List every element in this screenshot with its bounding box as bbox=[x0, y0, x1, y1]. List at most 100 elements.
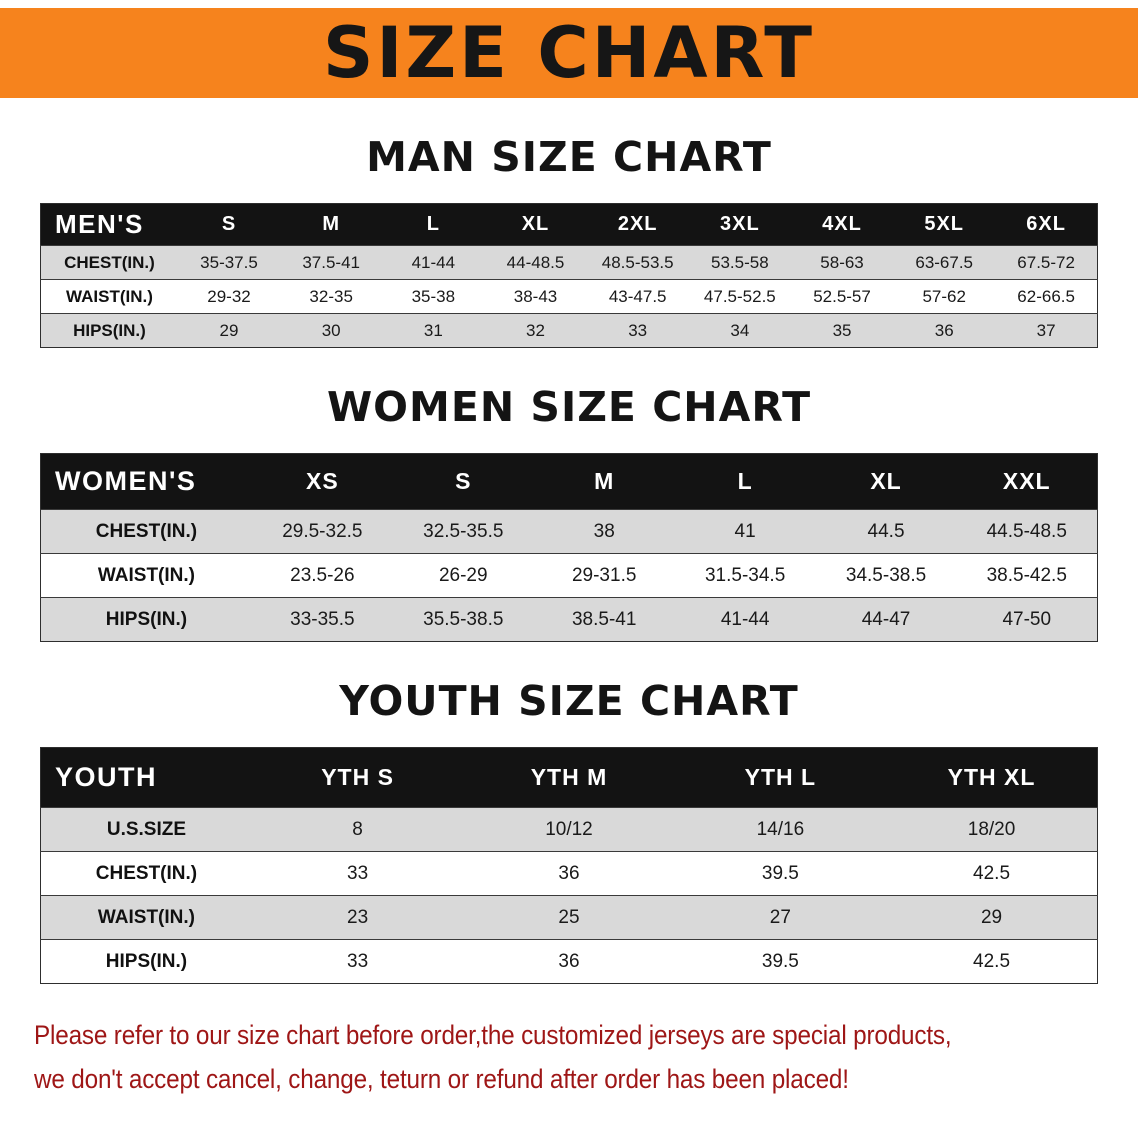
table-cell: 63-67.5 bbox=[915, 252, 974, 272]
column-header: L bbox=[382, 203, 485, 246]
table-cell: 29 bbox=[219, 320, 239, 340]
table-row: HIPS(IN.) 33 36 39.5 42.5 bbox=[40, 939, 1098, 984]
row-label: HIPS(IN.) bbox=[105, 608, 188, 630]
table-cell: 41-44 bbox=[720, 608, 770, 630]
table-cell: 33 bbox=[628, 320, 648, 340]
table-cell: 42.5 bbox=[973, 862, 1011, 884]
column-header: 6XL bbox=[995, 203, 1098, 246]
row-label: CHEST(IN.) bbox=[95, 862, 198, 884]
table-row: WAIST(IN.) 23 25 27 29 bbox=[40, 895, 1098, 940]
table-cell: 29-31.5 bbox=[571, 564, 637, 586]
table-cell: 34 bbox=[730, 320, 750, 340]
youth-size-section: YOUTH SIZE CHART YOUTH YTH S YTH M YTH L YTH… bbox=[0, 677, 1138, 985]
table-cell: 48.5-53.5 bbox=[601, 252, 674, 272]
column-header: M bbox=[280, 203, 383, 246]
table-cell: 62-66.5 bbox=[1017, 286, 1075, 306]
table-cell: 29.5-32.5 bbox=[282, 520, 363, 542]
footer-notice-line2: we don't accept cancel, change, teturn o… bbox=[34, 1063, 849, 1094]
table-cell: 32-35 bbox=[309, 286, 353, 306]
table-cell: 30 bbox=[321, 320, 341, 340]
footer-notice-line1: Please refer to our size chart before or… bbox=[34, 1020, 952, 1051]
table-cell: 67.5-72 bbox=[1017, 252, 1075, 272]
table-cell: 38-43 bbox=[513, 286, 558, 306]
table-row: CHEST(IN.) 33 36 39.5 42.5 bbox=[40, 851, 1098, 896]
table-cell: 44.5-48.5 bbox=[986, 520, 1067, 542]
table-cell: 38.5-41 bbox=[571, 608, 637, 630]
table-cell: 23.5-26 bbox=[290, 564, 355, 586]
table-cell: 32.5-35.5 bbox=[423, 520, 504, 542]
table-cell: 26-29 bbox=[438, 564, 488, 586]
table-cell: 32 bbox=[526, 320, 545, 340]
column-header: L bbox=[674, 453, 816, 510]
table-header-row: YOUTH YTH S YTH M YTH L YTH XL bbox=[40, 747, 1098, 808]
table-row: CHEST(IN.) 35-37.5 37.5-41 41-44 44-48.5 48.5… bbox=[40, 245, 1098, 280]
table-cell: 14/16 bbox=[756, 818, 805, 840]
table-header-row: MEN'S S M L XL 2XL 3XL 4XL 5XL 6XL bbox=[40, 203, 1098, 246]
column-header: 2XL bbox=[586, 203, 689, 246]
row-label: WAIST(IN.) bbox=[66, 286, 153, 306]
table-cell: 35-38 bbox=[411, 286, 456, 306]
table-cell: 44-47 bbox=[861, 608, 911, 630]
table-title-cell: MEN'S bbox=[40, 203, 178, 246]
youth-section-heading: YOUTH SIZE CHART bbox=[339, 677, 799, 726]
men-size-section: MAN SIZE CHART MEN'S S M L XL 2XL 3XL 4XL 5XL 6XL… bbox=[0, 133, 1138, 349]
column-header: XS bbox=[251, 453, 393, 510]
row-label: WAIST(IN.) bbox=[97, 906, 195, 928]
row-label: HIPS(IN.) bbox=[105, 950, 188, 972]
size-chart-banner: SIZE CHART bbox=[0, 8, 1138, 98]
column-header: XL bbox=[815, 453, 957, 510]
men-section-heading: MAN SIZE CHART bbox=[366, 133, 772, 181]
table-cell: 44-48.5 bbox=[506, 252, 565, 272]
table-cell: 42.5 bbox=[973, 950, 1011, 972]
table-row: WAIST(IN.) 23.5-26 26-29 29-31.5 31.5-34.5 34… bbox=[40, 553, 1098, 598]
table-cell: 52.5-57 bbox=[813, 286, 871, 306]
table-cell: 36 bbox=[558, 950, 580, 972]
table-cell: 35-37.5 bbox=[200, 252, 258, 272]
men-size-table: MEN'S S M L XL 2XL 3XL 4XL 5XL 6XL CHEST(IN.) 35-37… bbox=[40, 203, 1098, 349]
table-cell: 34.5-38.5 bbox=[845, 564, 927, 586]
table-cell: 23 bbox=[347, 906, 369, 928]
table-cell: 36 bbox=[934, 320, 954, 340]
table-cell: 44.5 bbox=[867, 520, 905, 542]
table-cell: 39.5 bbox=[761, 862, 799, 884]
table-cell: 35.5-38.5 bbox=[423, 608, 504, 630]
table-cell: 57-62 bbox=[922, 286, 966, 306]
banner-title: SIZE CHART bbox=[322, 12, 816, 94]
table-cell: 39.5 bbox=[761, 950, 799, 972]
table-cell: 8 bbox=[352, 818, 363, 840]
table-cell: 18/20 bbox=[967, 818, 1016, 840]
table-header-row: WOMEN'S XS S M L XL XXL bbox=[40, 453, 1098, 510]
table-cell: 35 bbox=[832, 320, 852, 340]
table-cell: 43-47.5 bbox=[608, 286, 667, 306]
table-row: CHEST(IN.) 29.5-32.5 32.5-35.5 38 41 44.5 44.5… bbox=[40, 509, 1098, 554]
table-cell: 29-32 bbox=[207, 286, 251, 306]
row-label: U.S.SIZE bbox=[106, 818, 187, 840]
table-cell: 27 bbox=[769, 906, 791, 928]
table-title-cell: WOMEN'S bbox=[40, 453, 252, 510]
table-cell: 33 bbox=[347, 862, 369, 884]
column-header: 3XL bbox=[688, 203, 791, 246]
women-size-table: WOMEN'S XS S M L XL XXL CHEST(IN.) 29.5-32.5 32.5… bbox=[40, 453, 1098, 643]
table-cell: 25 bbox=[558, 906, 580, 928]
table-cell: 33 bbox=[347, 950, 369, 972]
table-cell: 36 bbox=[558, 862, 580, 884]
table-row: HIPS(IN.) 29 30 31 32 33 34 35 36 37 bbox=[40, 313, 1098, 348]
row-label: CHEST(IN.) bbox=[95, 520, 198, 542]
column-header: YTH S bbox=[251, 747, 464, 808]
table-row: WAIST(IN.) 29-32 32-35 35-38 38-43 43-47.5 47.… bbox=[40, 279, 1098, 314]
table-cell: 10/12 bbox=[545, 818, 593, 840]
column-header: M bbox=[533, 453, 675, 510]
women-section-heading: WOMEN SIZE CHART bbox=[326, 383, 812, 432]
column-header: S bbox=[177, 203, 281, 246]
table-cell: 33-35.5 bbox=[290, 608, 355, 630]
column-header: YTH L bbox=[674, 747, 887, 808]
table-cell: 53.5-58 bbox=[711, 252, 769, 272]
table-cell: 47-50 bbox=[1002, 608, 1052, 630]
column-header: XXL bbox=[956, 453, 1098, 510]
table-cell: 41-44 bbox=[411, 252, 456, 272]
youth-size-table: YOUTH YTH S YTH M YTH L YTH XL U.S.SIZE 8 10/12… bbox=[40, 747, 1098, 985]
column-header: YTH XL bbox=[886, 747, 1098, 808]
column-header: XL bbox=[484, 203, 587, 246]
table-cell: 47.5-52.5 bbox=[703, 286, 776, 306]
column-header: YTH M bbox=[463, 747, 675, 808]
